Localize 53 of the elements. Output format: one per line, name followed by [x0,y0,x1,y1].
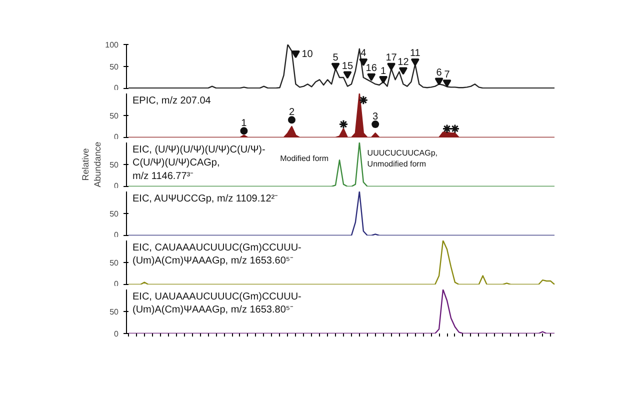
point [372,120,380,128]
y-tick-label: 50 [110,62,120,72]
series-label: 11 [410,48,421,60]
point [331,62,340,70]
point [410,58,420,66]
y-tick-label: 0 [114,330,120,338]
line-series [128,240,556,284]
series-label: 12 [398,57,410,68]
y-tick-label: 50 [110,160,120,170]
chart-title: EIC, AUΨUCCGp, m/z 1109.12²⁻ [132,194,279,204]
line-series [128,44,556,88]
annotation: UUUCUCUUCAGp, Unmodified form [367,148,438,168]
point [359,58,368,66]
point [288,116,296,124]
point [240,127,248,135]
series-label: 16 [366,63,378,74]
text: EIC, (U/Ψ)(U/Ψ)(U/Ψ)C(U/Ψ)- C(U/Ψ)(U/Ψ)CAGp, m/z 1146.77³⁻ [132,144,266,182]
series-label: 6 [436,68,442,79]
y-tick-label: 100 [105,40,120,50]
series-label: 7 [444,69,450,80]
series-label: 4 [360,48,367,60]
point [434,78,444,86]
text: EIC, CAUAAAUCUUUC(Gm)CCUUU- (Um)A(Cm)ΨAAAGp, m/z 1653.60⁵⁻ [132,242,302,267]
line-series [128,290,556,334]
point [450,124,460,134]
point [358,95,368,105]
series-label: 5 [332,52,339,64]
point [338,120,348,130]
point [442,80,452,88]
line-series [128,192,556,236]
series-label: 2 [288,106,295,118]
y-tick-label: 50 [110,258,120,268]
y-tick-label: 50 [110,308,120,316]
y-tick-label: 50 [110,210,120,218]
point [367,73,376,81]
annotation: Modified form [280,154,329,163]
series-label: 3 [372,111,379,122]
point [442,124,452,134]
point [343,71,352,79]
series-label: 1 [241,118,248,129]
text: EIC, UAUAAAUCUUUC(Gm)CCUUU- (Um)A(Cm)ΨAAAGp, m/z 1653.80⁵⁻ [132,292,302,316]
chart-title: EPIC, m/z 207.04 [132,96,212,106]
point [387,62,396,70]
line-series [128,142,556,186]
series-label: 1 [380,66,387,77]
point [379,76,388,84]
point [398,67,408,75]
point [291,50,300,58]
series-label: 17 [386,52,398,64]
y-tick-label: 50 [110,112,120,120]
series-label: 10 [302,48,314,60]
y-axis-title: Relative Abundance [80,142,103,188]
series-label: 15 [342,60,354,72]
